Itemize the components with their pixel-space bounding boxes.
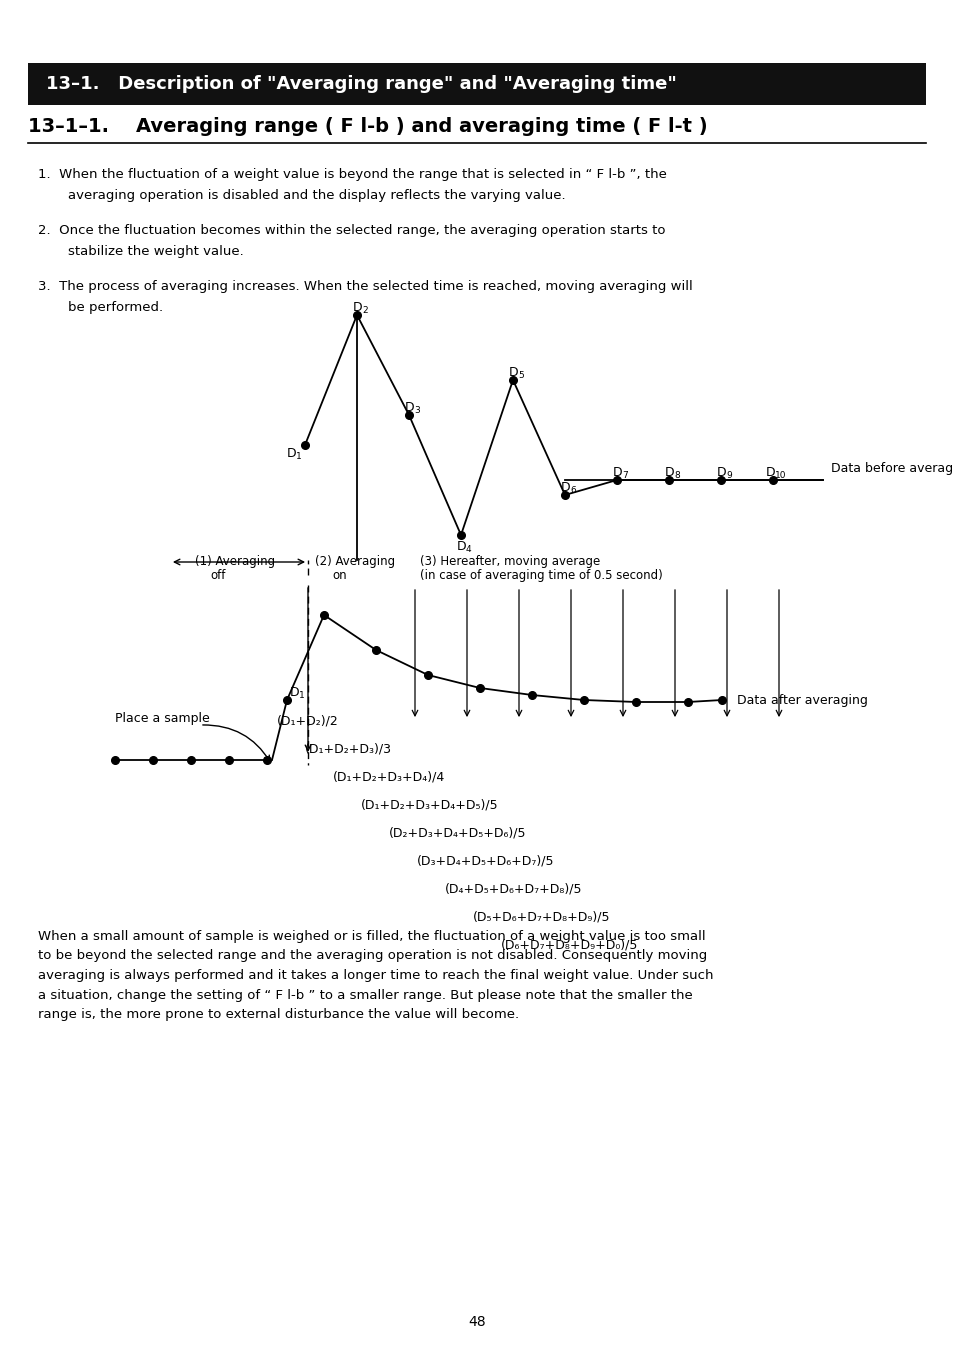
Text: 9: 9 bbox=[725, 471, 731, 481]
Text: 5: 5 bbox=[517, 371, 523, 379]
Text: (D₅+D₆+D₇+D₈+D₉)/5: (D₅+D₆+D₇+D₈+D₉)/5 bbox=[473, 911, 610, 923]
Text: Data after averaging: Data after averaging bbox=[737, 694, 867, 707]
Text: (D₁+D₂)/2: (D₁+D₂)/2 bbox=[276, 716, 338, 728]
Text: (1) Averaging: (1) Averaging bbox=[194, 555, 274, 568]
Text: (2) Averaging: (2) Averaging bbox=[314, 555, 395, 568]
Text: Place a sample: Place a sample bbox=[115, 711, 210, 725]
Bar bbox=[28, 63, 925, 105]
Text: (D₂+D₃+D₄+D₅+D₆)/5: (D₂+D₃+D₄+D₅+D₆)/5 bbox=[389, 828, 526, 840]
Text: 3: 3 bbox=[414, 406, 419, 414]
Text: 8: 8 bbox=[673, 471, 679, 481]
Text: off: off bbox=[210, 568, 225, 582]
Text: averaging operation is disabled and the display reflects the varying value.: averaging operation is disabled and the … bbox=[68, 189, 565, 202]
Text: 1: 1 bbox=[295, 452, 301, 460]
Text: (in case of averaging time of 0.5 second): (in case of averaging time of 0.5 second… bbox=[419, 568, 662, 582]
Text: When a small amount of sample is weighed or is filled, the fluctuation of a weig: When a small amount of sample is weighed… bbox=[38, 930, 713, 1021]
Text: D: D bbox=[717, 466, 726, 479]
Text: D: D bbox=[509, 366, 518, 379]
Text: 3.  The process of averaging increases. When the selected time is reached, movin: 3. The process of averaging increases. W… bbox=[38, 279, 692, 293]
Text: (D₁+D₂+D₃)/3: (D₁+D₂+D₃)/3 bbox=[305, 743, 392, 756]
Text: D: D bbox=[664, 466, 674, 479]
Text: (D₁+D₂+D₃+D₄+D₅)/5: (D₁+D₂+D₃+D₄+D₅)/5 bbox=[360, 799, 498, 811]
Text: 2: 2 bbox=[361, 306, 367, 315]
Text: (D₄+D₅+D₆+D₇+D₈)/5: (D₄+D₅+D₆+D₇+D₈)/5 bbox=[444, 883, 582, 896]
Text: 13–1.   Description of "Averaging range" and "Averaging time": 13–1. Description of "Averaging range" a… bbox=[46, 76, 677, 93]
Text: 4: 4 bbox=[465, 545, 471, 554]
Text: 6: 6 bbox=[569, 486, 576, 495]
Text: 7: 7 bbox=[621, 471, 627, 481]
Text: be performed.: be performed. bbox=[68, 301, 163, 315]
Text: 13–1–1.    Averaging range ( F l-b ) and averaging time ( F l-t ): 13–1–1. Averaging range ( F l-b ) and av… bbox=[28, 117, 707, 136]
Text: D: D bbox=[287, 447, 296, 460]
Text: (D₆+D₇+D₈+D₉+D₀)/5: (D₆+D₇+D₈+D₉+D₀)/5 bbox=[500, 940, 638, 952]
Text: (D₃+D₄+D₅+D₆+D₇)/5: (D₃+D₄+D₅+D₆+D₇)/5 bbox=[416, 855, 554, 868]
Text: D: D bbox=[353, 301, 362, 315]
Text: 10: 10 bbox=[774, 471, 785, 481]
Text: D: D bbox=[456, 540, 466, 553]
Text: (3) Hereafter, moving average: (3) Hereafter, moving average bbox=[419, 555, 599, 568]
Text: Data before averaging: Data before averaging bbox=[830, 462, 953, 475]
Text: D: D bbox=[405, 401, 415, 414]
Text: 1.  When the fluctuation of a weight value is beyond the range that is selected : 1. When the fluctuation of a weight valu… bbox=[38, 167, 666, 181]
Text: stabilize the weight value.: stabilize the weight value. bbox=[68, 244, 244, 258]
Text: 48: 48 bbox=[468, 1315, 485, 1328]
Text: (D₁+D₂+D₃+D₄)/4: (D₁+D₂+D₃+D₄)/4 bbox=[333, 771, 445, 784]
Text: D: D bbox=[290, 686, 299, 699]
Text: on: on bbox=[332, 568, 346, 582]
Text: 2.  Once the fluctuation becomes within the selected range, the averaging operat: 2. Once the fluctuation becomes within t… bbox=[38, 224, 665, 238]
Text: D: D bbox=[560, 481, 570, 494]
Text: D: D bbox=[765, 466, 775, 479]
Text: D: D bbox=[613, 466, 622, 479]
Text: 1: 1 bbox=[298, 691, 304, 701]
